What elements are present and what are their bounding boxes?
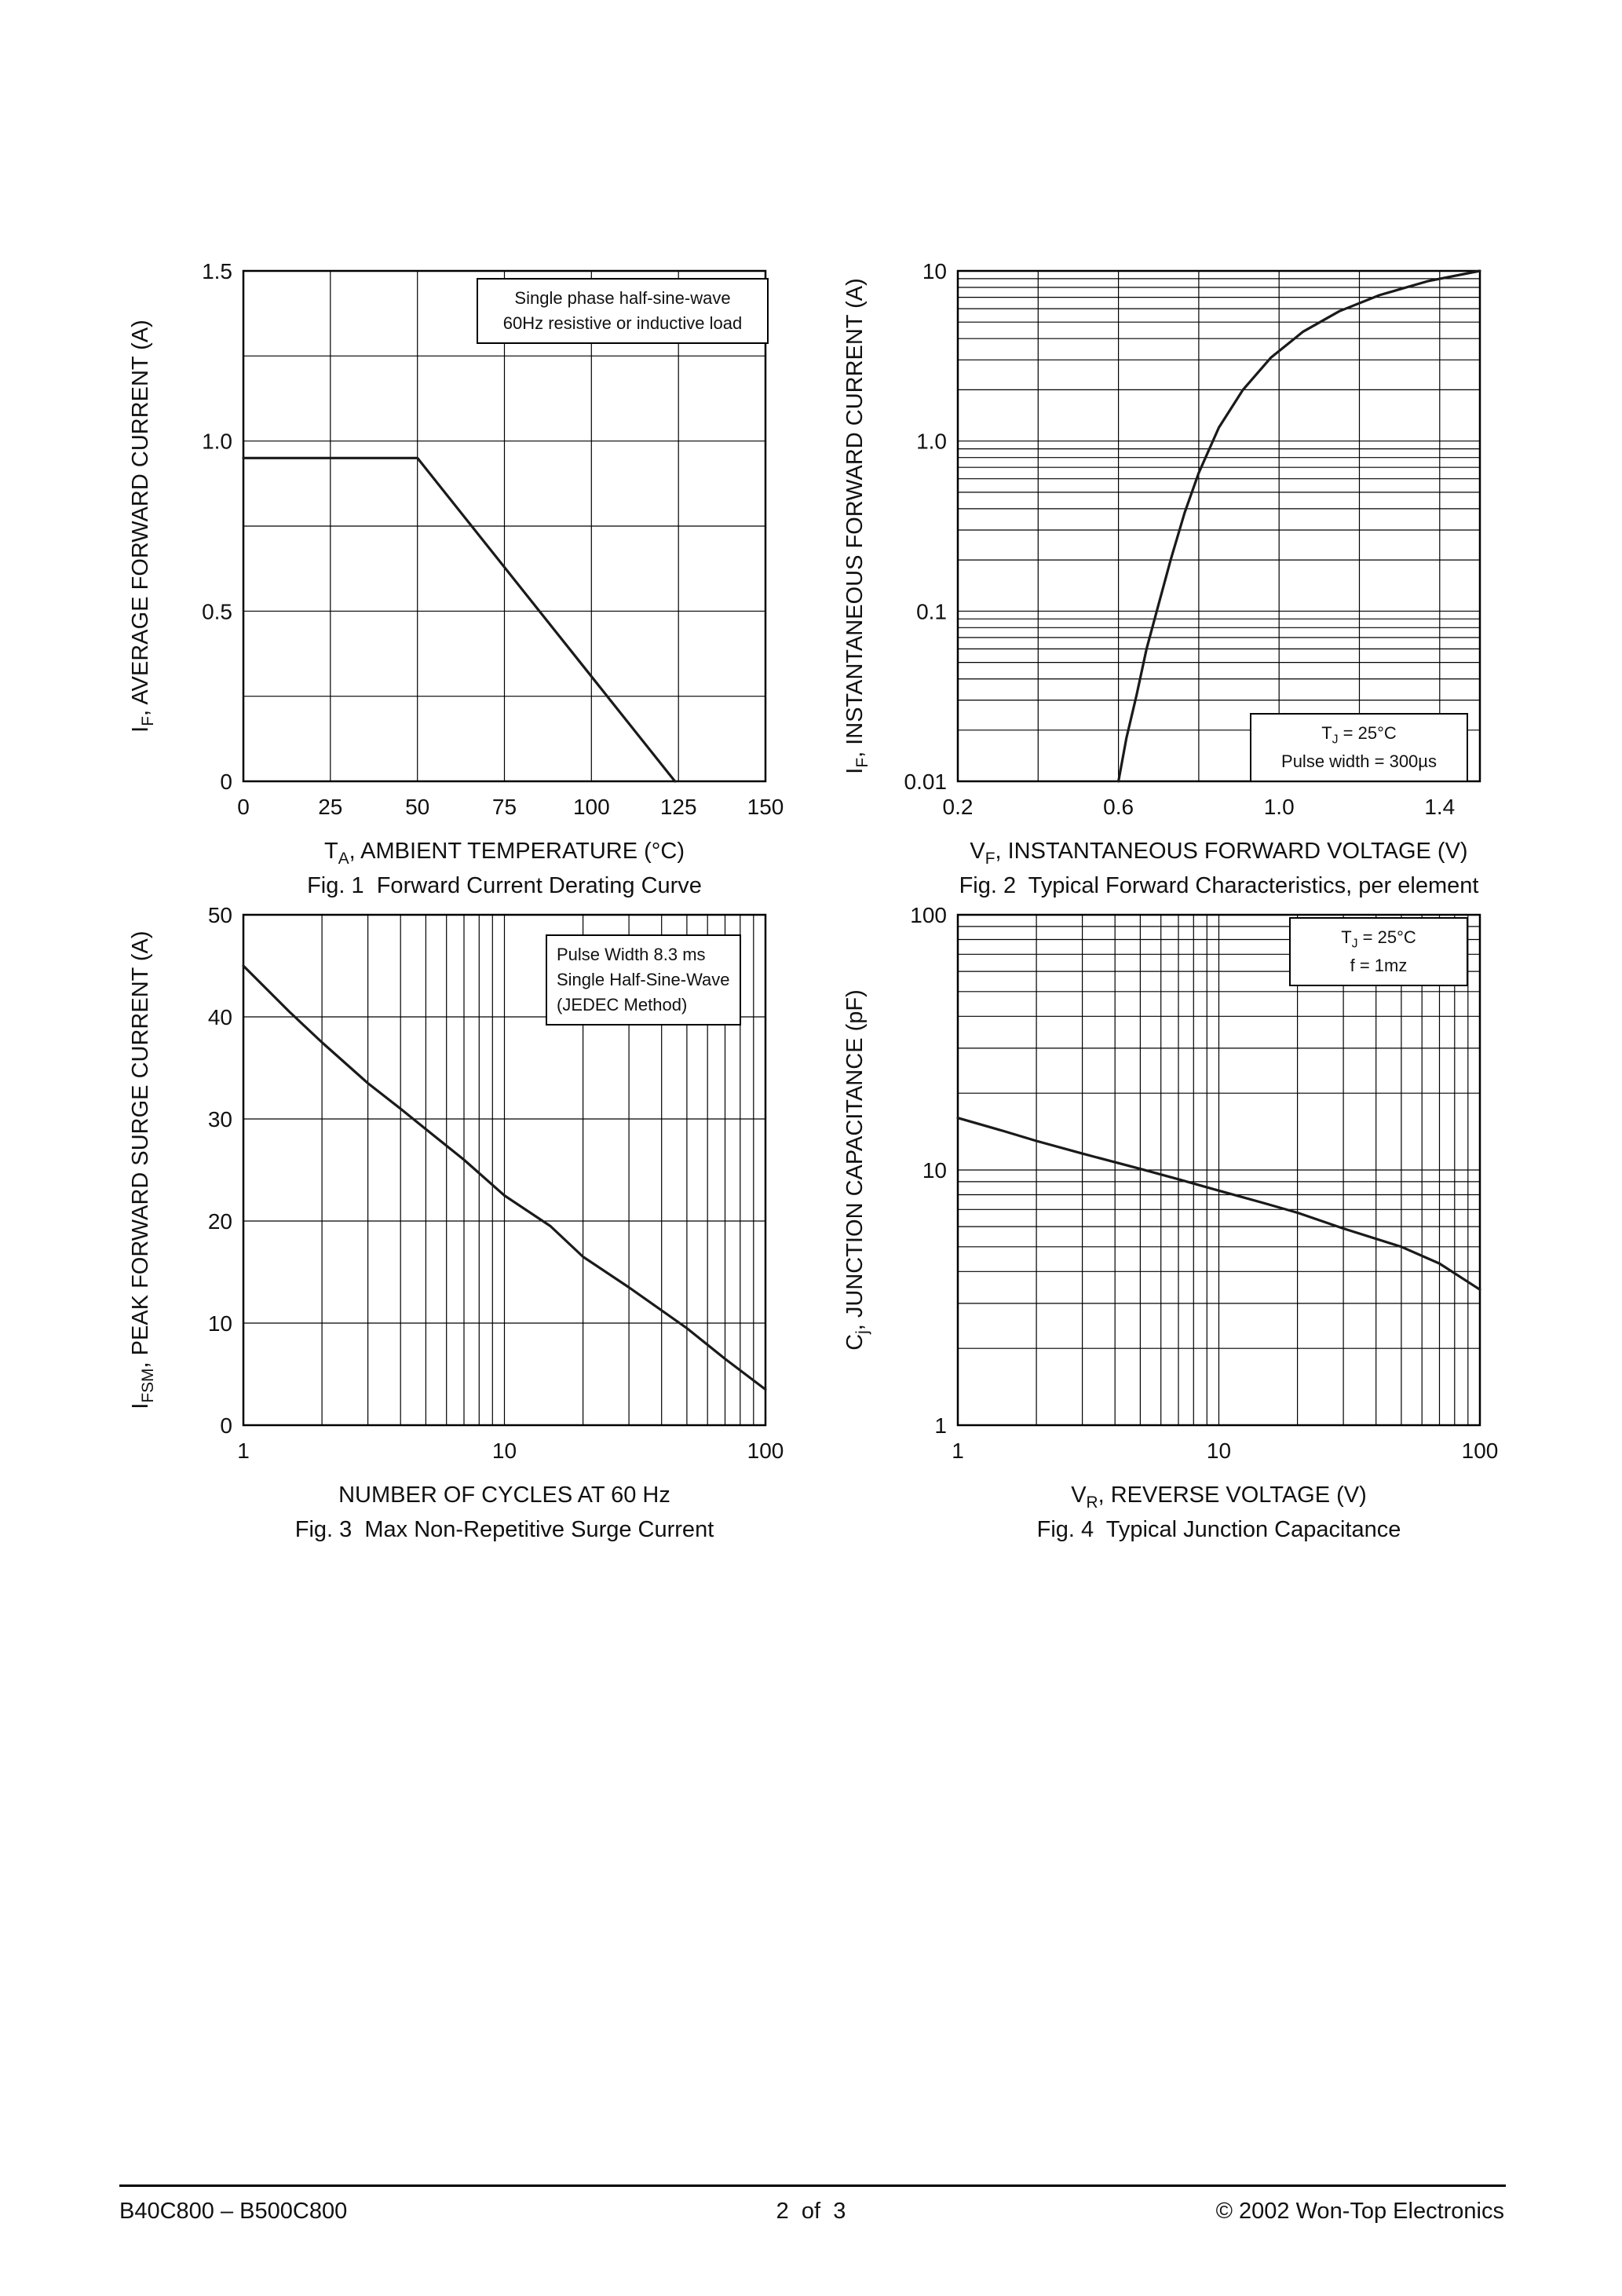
footer-page-indicator: 2 of 3 <box>776 2199 846 2224</box>
fig1-y-label-subscript: F <box>138 716 157 726</box>
fig4-caption: Fig. 4 Typical Junction Capacitance <box>1036 1517 1401 1542</box>
svg-text:1.0: 1.0 <box>1264 795 1295 819</box>
svg-text:10: 10 <box>208 1311 232 1336</box>
svg-text:50: 50 <box>208 903 232 927</box>
fig4-conditions-note: TJ = 25°C f = 1mz <box>1289 917 1468 987</box>
svg-text:10: 10 <box>1207 1439 1231 1463</box>
svg-text:75: 75 <box>492 795 517 819</box>
fig4-x-label-text: , REVERSE VOLTAGE (V) <box>1098 1483 1367 1508</box>
annotation-line: 60Hz resistive or inductive load <box>502 313 743 333</box>
annotation-line: f = 1mz <box>1350 956 1408 976</box>
svg-text:1.5: 1.5 <box>202 259 232 283</box>
svg-text:20: 20 <box>208 1209 232 1234</box>
fig2-x-label-text: , INSTANTANEOUS FORWARD VOLTAGE (V) <box>995 839 1468 864</box>
fig4-y-axis-label: Cj, JUNCTION CAPACITANCE (pF) <box>842 915 872 1425</box>
fig2-y-axis-label: IF, INSTANTANEOUS FORWARD CURRENT (A) <box>842 271 872 781</box>
fig2-x-label-symbol: V <box>970 839 985 864</box>
fig1-y-axis-label: IF, AVERAGE FORWARD CURRENT (A) <box>128 271 158 781</box>
fig3-y-label-subscript: FSM <box>138 1368 157 1403</box>
svg-text:100: 100 <box>910 903 947 927</box>
svg-text:50: 50 <box>405 795 429 819</box>
annotation-line: TJ = 25°C <box>1341 927 1416 951</box>
svg-text:10: 10 <box>922 259 947 283</box>
svg-text:10: 10 <box>492 1439 517 1463</box>
fig2-y-label-text: , INSTANTANEOUS FORWARD CURRENT (A) <box>842 278 868 758</box>
svg-text:1: 1 <box>934 1413 947 1438</box>
figure-2: IF, INSTANTANEOUS FORWARD CURRENT (A) 0.… <box>836 259 1543 950</box>
svg-text:0.6: 0.6 <box>1103 795 1134 819</box>
svg-text:0.01: 0.01 <box>904 770 948 794</box>
svg-text:0.1: 0.1 <box>916 599 947 623</box>
annotation-line: Pulse Width 8.3 ms <box>557 945 706 964</box>
footer-part-number: B40C800 – B500C800 <box>119 2199 348 2224</box>
fig4-y-label-symbol: C <box>842 1333 868 1351</box>
svg-text:0.5: 0.5 <box>202 599 232 623</box>
svg-text:10: 10 <box>922 1158 947 1183</box>
svg-text:150: 150 <box>747 795 784 819</box>
fig3-y-axis-label: IFSM, PEAK FORWARD SURGE CURRENT (A) <box>128 915 158 1425</box>
fig3-y-label-symbol: I <box>128 1402 153 1409</box>
fig3-chart: 1 10 100 0 10 20 30 40 50 <box>208 903 784 1463</box>
fig3-x-axis-label: NUMBER OF CYCLES AT 60 Hz <box>165 1483 844 1512</box>
fig2-conditions-note: TJ = 25°C Pulse width = 300µs <box>1250 713 1468 783</box>
svg-text:30: 30 <box>208 1107 232 1132</box>
svg-text:0: 0 <box>220 770 232 794</box>
fig1-x-label-symbol: T <box>324 839 338 864</box>
fig4-y-label-text: , JUNCTION CAPACITANCE (pF) <box>842 989 868 1331</box>
fig4-x-axis-label: VR, REVERSE VOLTAGE (V) <box>879 1483 1558 1512</box>
svg-text:100: 100 <box>573 795 610 819</box>
fig4-y-label-subscript: j <box>853 1330 871 1334</box>
svg-text:0: 0 <box>237 795 250 819</box>
fig2-x-axis-label: VF, INSTANTANEOUS FORWARD VOLTAGE (V) <box>879 839 1558 868</box>
fig1-x-axis-label: TA, AMBIENT TEMPERATURE (°C) <box>165 839 844 868</box>
annotation-line: Pulse width = 300µs <box>1281 751 1437 772</box>
svg-text:100: 100 <box>747 1439 784 1463</box>
svg-text:1: 1 <box>237 1439 250 1463</box>
figure-3: IFSM, PEAK FORWARD SURGE CURRENT (A) 1 10… <box>122 903 828 1594</box>
svg-text:1.0: 1.0 <box>202 430 232 454</box>
svg-text:1.0: 1.0 <box>916 430 947 454</box>
fig1-conditions-note: Single phase half-sine-wave 60Hz resisti… <box>477 278 769 344</box>
svg-text:0.2: 0.2 <box>943 795 974 819</box>
footer-rule <box>119 2184 1506 2187</box>
figure-4: Cj, JUNCTION CAPACITANCE (pF) 1 10 100 1 10 1… <box>836 903 1543 1594</box>
fig4-x-label-subscript: R <box>1086 1493 1098 1512</box>
fig3-caption: Fig. 3 Max Non-Repetitive Surge Current <box>294 1517 714 1542</box>
figure-1: IF, AVERAGE FORWARD CURRENT (A) 0 25 50 75 1… <box>122 259 828 950</box>
annotation-line: (JEDEC Method) <box>557 994 688 1015</box>
svg-text:1.4: 1.4 <box>1424 795 1455 819</box>
fig1-y-label-symbol: I <box>128 726 153 733</box>
svg-text:0: 0 <box>220 1413 232 1438</box>
fig1-x-label-subscript: A <box>338 849 349 868</box>
fig3-conditions-note: Pulse Width 8.3 ms Single Half-Sine-Wave… <box>546 934 741 1026</box>
annotation-line: Single Half-Sine-Wave <box>557 969 730 989</box>
svg-text:125: 125 <box>660 795 697 819</box>
svg-text:1: 1 <box>952 1439 964 1463</box>
fig3-x-label-text: NUMBER OF CYCLES AT 60 Hz <box>338 1483 670 1508</box>
fig2-chart: 0.2 0.6 1.0 1.4 0.01 0.1 1.0 10 <box>904 259 1481 819</box>
fig2-y-label-symbol: I <box>842 767 868 774</box>
fig2-y-label-subscript: F <box>853 757 871 768</box>
fig1-caption: Fig. 1 Forward Current Derating Curve <box>307 873 702 898</box>
fig4-chart: 1 10 100 1 10 100 <box>910 903 1499 1463</box>
fig1-y-label-text: , AVERAGE FORWARD CURRENT (A) <box>128 320 153 717</box>
svg-text:40: 40 <box>208 1005 232 1029</box>
fig1-chart: 0 25 50 75 100 125 150 0 0.5 1.0 1.5 <box>202 259 784 819</box>
svg-text:100: 100 <box>1462 1439 1499 1463</box>
fig1-x-label-text: , AMBIENT TEMPERATURE (°C) <box>349 839 685 864</box>
annotation-line: Single phase half-sine-wave <box>514 288 731 308</box>
fig4-x-label-symbol: V <box>1071 1483 1087 1508</box>
svg-text:25: 25 <box>318 795 342 819</box>
footer-copyright: © 2002 Won-Top Electronics <box>1215 2199 1504 2224</box>
annotation-line: TJ = 25°C <box>1321 723 1397 747</box>
fig3-y-label-text: , PEAK FORWARD SURGE CURRENT (A) <box>128 930 153 1369</box>
fig2-caption: Fig. 2 Typical Forward Characteristics, … <box>959 873 1479 898</box>
fig2-x-label-subscript: F <box>985 849 995 868</box>
